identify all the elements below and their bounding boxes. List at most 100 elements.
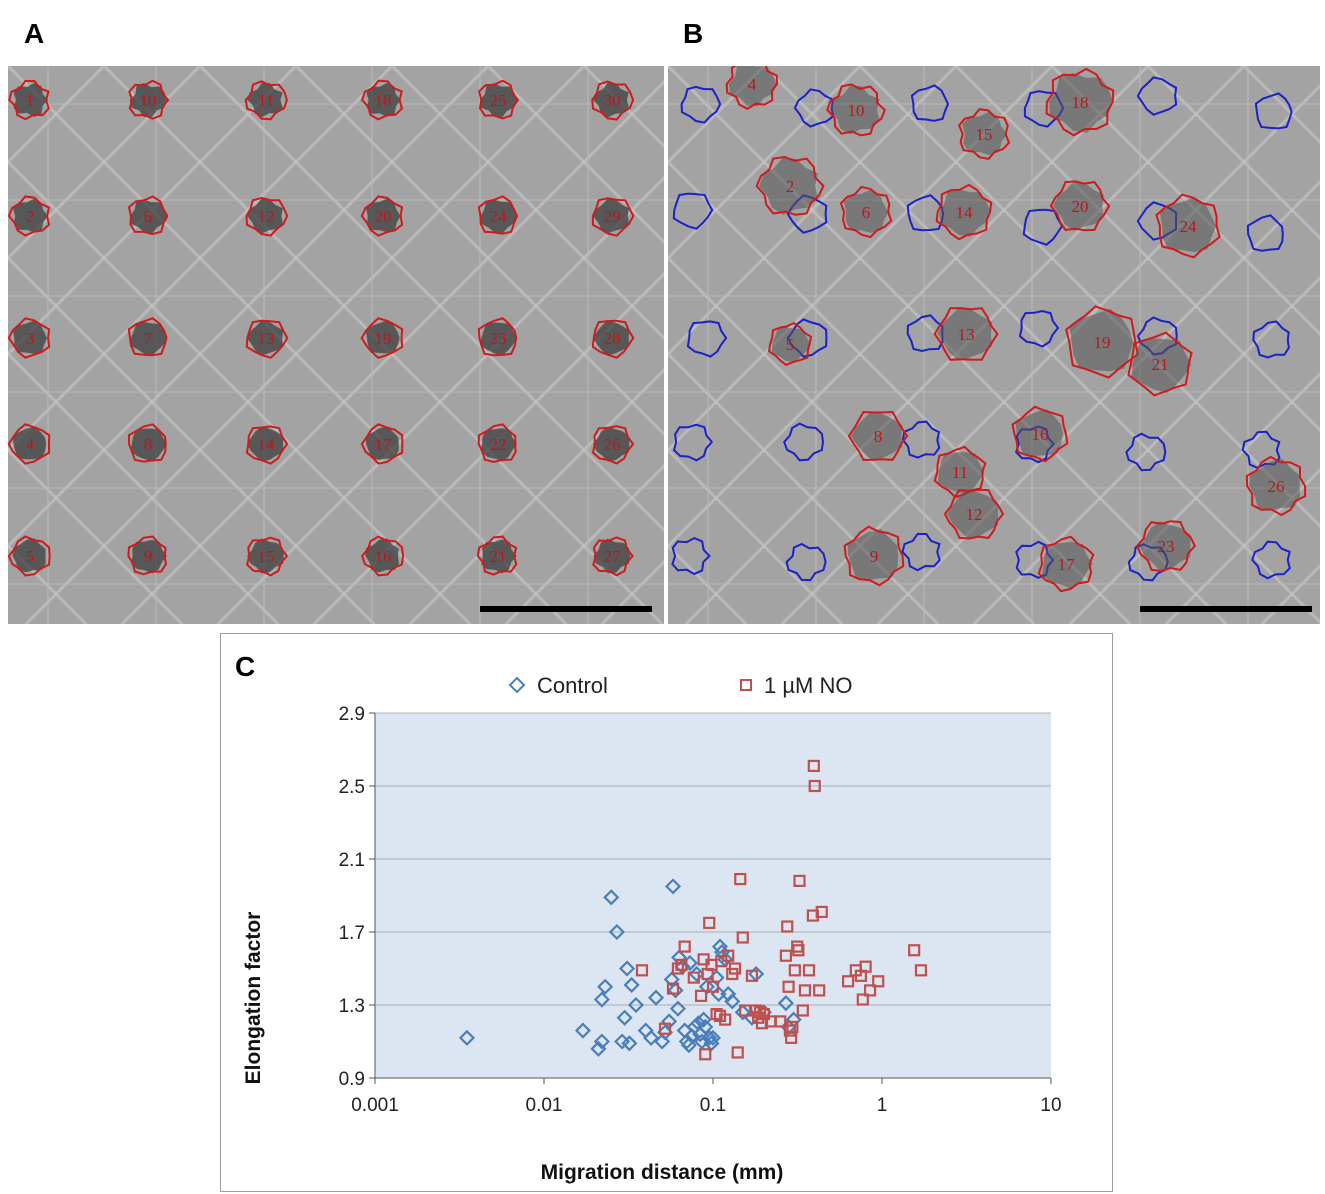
point-control [777,995,794,1012]
point-no [802,964,816,977]
point-no [815,905,828,919]
cell-outline: 7 [127,317,168,357]
cell-label: 24 [490,207,508,226]
point-control [720,985,737,1003]
point-control [618,960,636,977]
point-control [643,1029,660,1046]
cell-outline: 3 [8,317,51,359]
micrograph-panel-a: 1 10 11 18 25 30 2 6 12 20 24 29 3 7 13 19 23 28 4 8 14 17 22 2… [8,66,664,624]
point-no [658,1022,672,1035]
point-no [757,1008,770,1021]
cell-label: 7 [144,329,153,348]
cell-start-outline [1136,76,1178,116]
point-no [736,931,749,944]
cell-label: 12 [258,207,275,226]
y-tick-label: 2.5 [339,777,365,798]
point-control [683,1027,700,1045]
cell-outline: 15 [245,536,289,577]
cell-outline: 14 [935,183,993,241]
legend-label-control: Control [537,673,608,698]
cell-label: 1 [26,91,35,110]
point-no [719,1013,732,1026]
point-control [664,878,682,895]
cell-label: 11 [258,91,274,110]
cell-label: 19 [1094,333,1111,352]
point-no [694,989,708,1002]
point-no [675,958,688,971]
cell-label: 13 [258,329,275,348]
cell-outline: 13 [245,319,289,359]
cell-start-outline [901,532,941,572]
substrate-pattern [8,66,664,624]
point-control [724,993,741,1010]
cell-outline: 9 [843,525,905,587]
cell-outline: 24 [477,195,519,235]
cell-label: 8 [874,427,883,446]
point-no [908,944,921,957]
point-control [693,1033,710,1050]
point-control [663,971,680,988]
cell-outline: 12 [245,196,289,237]
cell-outline: 10 [826,83,886,137]
point-no [731,1046,744,1059]
cell-label: 12 [966,505,983,524]
cell-start-outline [1252,320,1290,359]
cell-label: 3 [26,329,35,348]
point-no [635,964,649,977]
x-tick-label: 1 [877,1095,888,1116]
cell-outline: 25 [477,79,520,120]
point-no [806,909,819,922]
point-no [666,982,680,995]
cell-outline: 18 [360,79,404,121]
cell-outline: 14 [245,425,289,465]
cell-label: 23 [490,329,507,348]
point-no [703,916,716,929]
plot-area: 0.9 1.3 1.7 2.1 2.5 2.9 0.001 0.01 0.1 1 10 [339,704,1062,1116]
point-no [779,949,793,962]
point-no [856,993,869,1006]
cell-label: 18 [375,91,392,110]
cell-label: 27 [604,547,622,566]
point-control [680,1037,697,1054]
chart-panel-c: C Control 1 µM NO Elongation factor Migr… [220,633,1113,1192]
cell-label: 11 [952,463,968,482]
cell-start-outline [672,423,714,462]
cell-outline: 28 [591,319,635,359]
point-control [678,1033,695,1050]
cell-start-outline [1246,214,1284,252]
cell-label: 10 [140,91,157,110]
y-tick-label: 1.3 [339,996,365,1017]
point-no [808,779,821,793]
cell-label: 25 [490,91,507,110]
panel-a-letter: A [24,18,45,49]
point-no [813,984,826,997]
scale-bar [1140,606,1312,612]
cell-label: 4 [26,435,35,454]
point-control [647,989,665,1006]
cell-label: 9 [144,547,153,566]
point-control [574,1022,592,1039]
cell-outline: 19 [1065,305,1139,379]
cell-start-outline [1251,540,1291,580]
point-no [798,984,812,997]
point-control [593,991,610,1008]
cell-label: 14 [258,435,276,454]
point-control [458,1029,476,1046]
y-tick-label: 2.9 [339,704,365,725]
point-no [671,962,685,975]
point-no [699,1048,712,1061]
point-no [706,980,720,993]
point-no [728,962,742,975]
point-control [711,938,729,955]
x-tick-label: 0.01 [526,1095,563,1116]
cell-label: 21 [1152,355,1169,374]
legend-label-no: 1 µM NO [764,673,852,698]
cell-label: 2 [26,207,35,226]
point-control [704,1029,722,1046]
cell-outline: 16 [1011,405,1069,463]
cell-label: 26 [604,435,621,454]
cell-label: 16 [375,547,392,566]
point-no [914,964,928,977]
micrograph-panel-b: 4 10 15 18 2 6 14 20 24 5 13 19 21 8 16 11 12 9 17 23 26 [668,66,1320,624]
